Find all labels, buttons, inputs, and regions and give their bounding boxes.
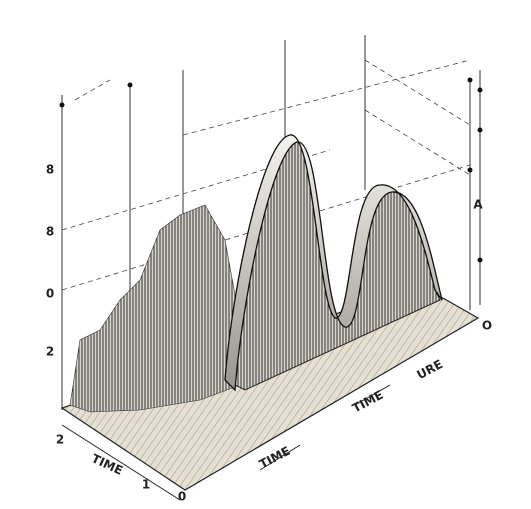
time-label: TIME <box>89 451 125 478</box>
time-label: TIME <box>350 388 386 416</box>
front-label: 1 <box>142 478 150 492</box>
left-axis-label: 0 <box>46 287 54 301</box>
axis-marks <box>59 77 483 501</box>
left-axis-label: 8 <box>46 163 54 177</box>
right-axis-label: A <box>473 198 483 212</box>
front-label: 0 <box>178 490 186 504</box>
front-label: 2 <box>56 433 64 447</box>
grid <box>61 35 481 410</box>
left-axis-label: 8 <box>46 225 54 239</box>
time-label: TIME <box>257 444 293 472</box>
left-axis-label: 2 <box>46 345 54 359</box>
right-end-label: O <box>482 319 492 333</box>
spike-field <box>69 204 241 413</box>
wave-ribbon <box>224 134 443 392</box>
ure-label: URE <box>414 357 445 382</box>
